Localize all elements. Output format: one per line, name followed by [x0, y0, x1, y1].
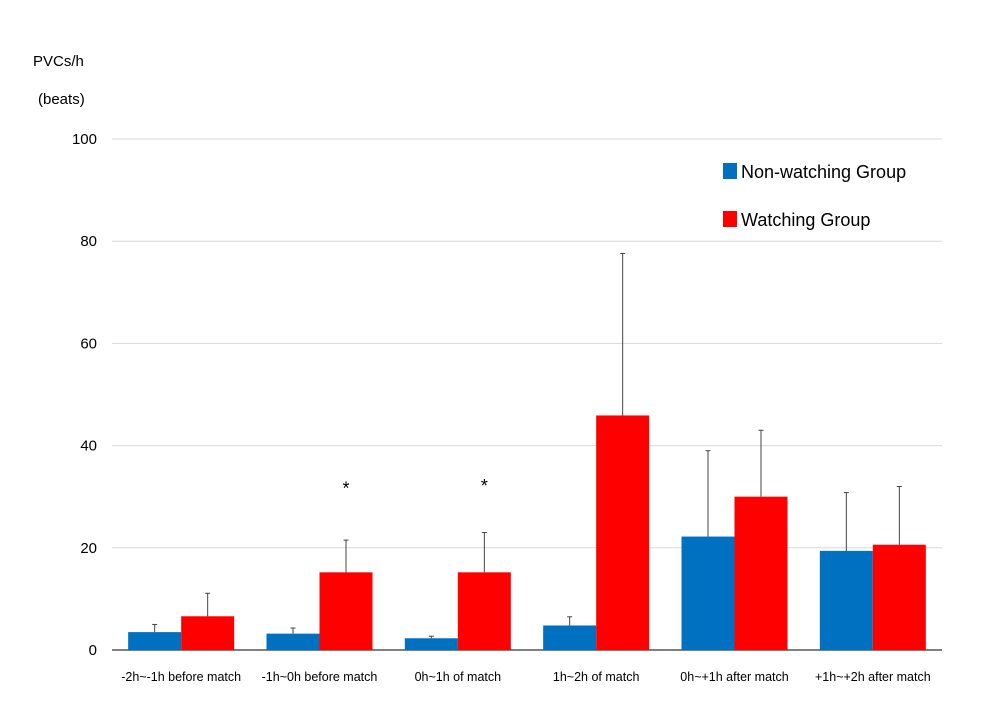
- bar-non-watching: [266, 633, 320, 650]
- x-category-label: -2h~-1h before match: [121, 670, 241, 684]
- bar-watching: [181, 616, 235, 650]
- legend-label: Watching Group: [741, 210, 870, 230]
- legend: Non-watching Group Watching Group: [723, 162, 906, 230]
- bar-non-watching: [543, 625, 597, 650]
- y-axis-label-line2: (beats): [38, 91, 85, 108]
- bar-non-watching: [681, 536, 735, 650]
- bar-watching: [457, 572, 511, 650]
- y-tick-label: 60: [80, 335, 97, 352]
- error-bars: [152, 252, 902, 639]
- bar-non-watching: [128, 632, 182, 650]
- bars: [128, 415, 926, 650]
- grid: [112, 138, 942, 651]
- bar-watching: [596, 415, 650, 650]
- x-axis-categories: -2h~-1h before match -1h~0h before match 0…: [121, 670, 930, 684]
- annotations: * *: [342, 476, 487, 499]
- bar-non-watching: [404, 638, 458, 650]
- y-tick-label: 20: [80, 540, 97, 557]
- y-axis-label-line1: PVCs/h: [33, 53, 84, 70]
- y-tick-label: 40: [80, 438, 97, 455]
- significance-marker: *: [342, 478, 349, 498]
- x-category-label: 0h~1h of match: [415, 670, 502, 684]
- bar-non-watching: [819, 550, 873, 650]
- x-category-label: 0h~+1h after match: [680, 670, 788, 684]
- legend-swatch: [723, 211, 737, 227]
- y-tick-label: 100: [72, 131, 97, 148]
- y-tick-label: 80: [80, 233, 97, 250]
- y-tick-label: 0: [89, 642, 97, 659]
- x-category-label: +1h~+2h after match: [815, 670, 931, 684]
- bar-watching: [872, 544, 926, 650]
- legend-label: Non-watching Group: [741, 162, 906, 182]
- legend-swatch: [723, 163, 737, 179]
- x-category-label: 1h~2h of match: [553, 670, 640, 684]
- significance-marker: *: [481, 476, 488, 496]
- x-category-label: -1h~0h before match: [262, 670, 378, 684]
- y-axis-ticks: 0 20 40 60 80 100: [72, 131, 97, 659]
- bar-watching: [319, 572, 373, 650]
- bar-watching: [734, 496, 788, 650]
